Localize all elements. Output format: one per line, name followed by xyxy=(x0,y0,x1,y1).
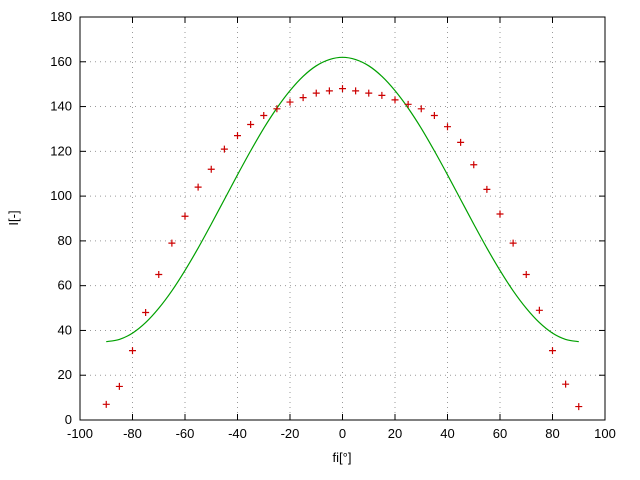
y-tick-label: 100 xyxy=(50,188,72,203)
data-point-plus xyxy=(325,87,333,95)
x-tick-label: -80 xyxy=(123,426,142,441)
data-point-plus xyxy=(562,380,570,388)
data-point-plus xyxy=(234,132,241,140)
data-point-plus xyxy=(168,239,176,247)
model-curve xyxy=(106,56,579,343)
x-tick-label: -40 xyxy=(228,426,247,441)
x-axis-label: fi[°] xyxy=(333,450,352,465)
data-point-plus xyxy=(404,100,412,108)
data-point-plus xyxy=(339,85,346,93)
data-point-plus xyxy=(483,185,491,193)
data-point-plus xyxy=(509,239,517,247)
curve-path xyxy=(106,56,579,343)
y-tick-label: 160 xyxy=(50,54,72,69)
data-point-plus xyxy=(286,98,294,106)
x-tick-label: -60 xyxy=(176,426,195,441)
x-tick-label: 60 xyxy=(493,426,507,441)
tick-marks xyxy=(79,16,606,421)
x-tick-label: 100 xyxy=(594,426,616,441)
data-point-plus xyxy=(129,347,136,355)
data-point-plus xyxy=(522,270,530,278)
data-point-plus xyxy=(470,161,478,169)
data-point-plus xyxy=(549,347,556,355)
x-tick-labels: -100 -80 -60 -40 -20 0 20 40 60 80 100 xyxy=(67,426,616,441)
y-axis-label: I[-] xyxy=(6,210,21,225)
data-point-plus xyxy=(535,306,543,314)
data-point-plus xyxy=(391,96,399,104)
data-point-plus xyxy=(378,91,386,99)
data-point-plus xyxy=(181,212,189,220)
data-point-plus xyxy=(430,112,438,120)
x-tick-label: -20 xyxy=(281,426,300,441)
measured-points xyxy=(102,85,583,411)
data-point-plus xyxy=(260,112,268,120)
data-point-plus xyxy=(457,138,465,146)
y-tick-label: 60 xyxy=(58,278,72,293)
data-point-plus xyxy=(273,105,281,113)
data-point-plus xyxy=(194,183,202,191)
x-tick-label: 40 xyxy=(440,426,454,441)
data-point-plus xyxy=(155,270,163,278)
data-point-plus xyxy=(207,165,215,173)
y-tick-label: 140 xyxy=(50,99,72,114)
x-tick-label: 0 xyxy=(339,426,346,441)
data-point-plus xyxy=(102,400,110,408)
data-point-plus xyxy=(312,89,320,97)
grid-lines xyxy=(79,16,606,421)
y-tick-label: 180 xyxy=(50,9,72,24)
data-point-plus xyxy=(365,89,373,97)
x-tick-label: 20 xyxy=(388,426,402,441)
y-tick-label: 0 xyxy=(65,412,72,427)
y-tick-label: 40 xyxy=(58,322,72,337)
x-tick-label: 80 xyxy=(545,426,559,441)
data-point-plus xyxy=(142,309,150,317)
data-point-plus xyxy=(247,120,255,128)
data-point-plus xyxy=(299,94,307,102)
y-tick-label: 20 xyxy=(58,367,72,382)
data-point-plus xyxy=(115,382,123,390)
data-point-plus xyxy=(220,145,228,153)
data-point-plus xyxy=(575,403,583,411)
data-point-plus xyxy=(352,87,360,95)
data-point-plus xyxy=(417,105,425,113)
y-tick-label: 120 xyxy=(50,143,72,158)
y-tick-label: 80 xyxy=(58,233,72,248)
data-point-plus xyxy=(496,210,504,218)
y-tick-labels: 0 20 40 60 80 100 120 140 160 180 xyxy=(50,9,72,427)
data-point-plus xyxy=(444,123,451,131)
x-tick-label: -100 xyxy=(67,426,93,441)
